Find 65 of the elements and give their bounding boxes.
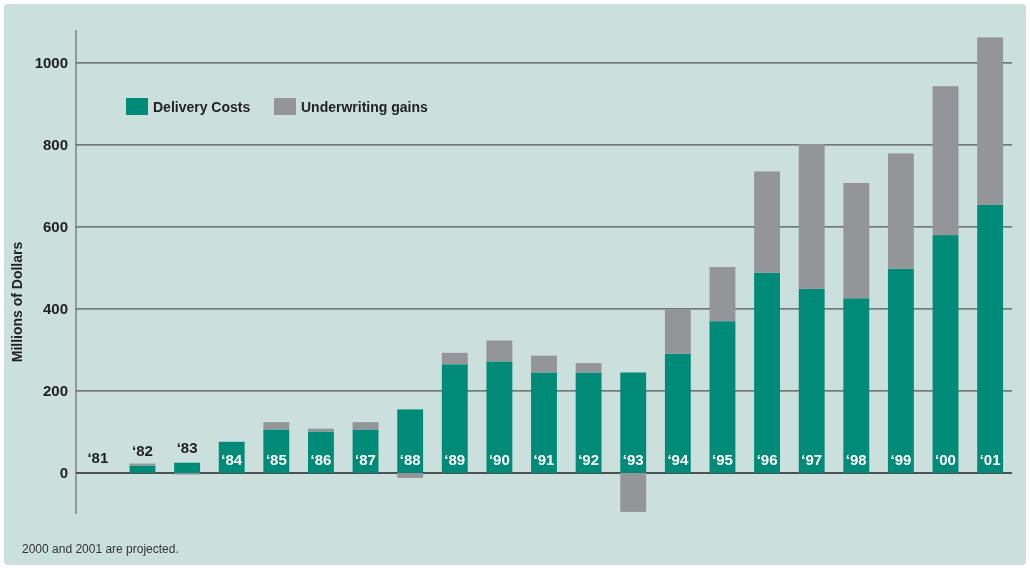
bar: [531, 372, 557, 473]
bar: [620, 472, 647, 512]
bar: [709, 267, 736, 322]
bar: [709, 321, 736, 473]
bar: [129, 465, 156, 473]
x-tick-label: ‘91: [533, 450, 555, 468]
x-tick-label: ‘94: [667, 450, 689, 468]
bar: [887, 153, 914, 269]
bar: [575, 372, 602, 473]
y-tick-label: 1000: [34, 54, 68, 72]
bar: [664, 309, 691, 354]
x-tick-label: ‘81: [87, 448, 109, 466]
bar: [575, 363, 602, 373]
x-tick-label: ‘00: [935, 450, 956, 468]
bar: [620, 372, 647, 473]
y-tick-label: 200: [42, 382, 68, 400]
x-tick-label: ‘88: [399, 450, 421, 468]
bar: [352, 422, 379, 430]
legend-label: Underwriting gains: [301, 99, 428, 115]
x-tick-label: ‘96: [756, 450, 778, 468]
bar: [843, 298, 870, 473]
legend-label: Delivery Costs: [153, 99, 251, 115]
bar: [754, 272, 781, 473]
bar: [887, 268, 914, 473]
bar: [977, 37, 1004, 205]
x-tick-label: ‘93: [622, 450, 644, 468]
bar: [441, 352, 468, 365]
bar: [977, 204, 1004, 473]
y-tick-label: 0: [59, 464, 68, 482]
y-tick-label: 400: [42, 300, 68, 318]
x-tick-label: ‘87: [355, 450, 376, 468]
x-tick-label: ‘01: [979, 450, 1001, 468]
bar: [798, 288, 825, 473]
bar: [664, 353, 691, 473]
y-tick-label: 800: [42, 136, 68, 154]
x-tick-label: ‘98: [845, 450, 867, 468]
text: 2000 and 2001 are projected.: [22, 542, 179, 556]
bar: [397, 472, 424, 478]
bar: [486, 361, 513, 473]
x-tick-label: ‘82: [132, 441, 153, 459]
bar: [843, 182, 870, 299]
bar: [307, 428, 334, 432]
x-tick-label: ‘95: [712, 450, 733, 468]
x-tick-label: ‘84: [221, 450, 243, 468]
x-tick-label: ‘92: [578, 450, 600, 468]
bar: [174, 462, 201, 473]
x-tick-label: ‘85: [265, 450, 287, 468]
x-tick-label: ‘86: [310, 450, 332, 468]
bar: [798, 144, 825, 289]
x-tick-label: ‘99: [890, 450, 912, 468]
bar: [932, 86, 959, 236]
bar: [129, 463, 156, 466]
x-tick-label: ‘90: [488, 450, 510, 468]
x-tick-label: ‘89: [444, 450, 466, 468]
bar: [932, 235, 959, 473]
bar: [441, 364, 468, 473]
y-tick-label: 600: [42, 218, 68, 236]
bar: [531, 355, 557, 373]
y-axis-title: Millions of Dollars: [9, 241, 25, 363]
bar: [754, 171, 781, 273]
x-tick-label: ‘97: [801, 450, 823, 468]
bar: [397, 409, 424, 473]
bar: [486, 340, 513, 362]
bar: [263, 422, 290, 430]
x-tick-label: ‘83: [176, 438, 198, 456]
